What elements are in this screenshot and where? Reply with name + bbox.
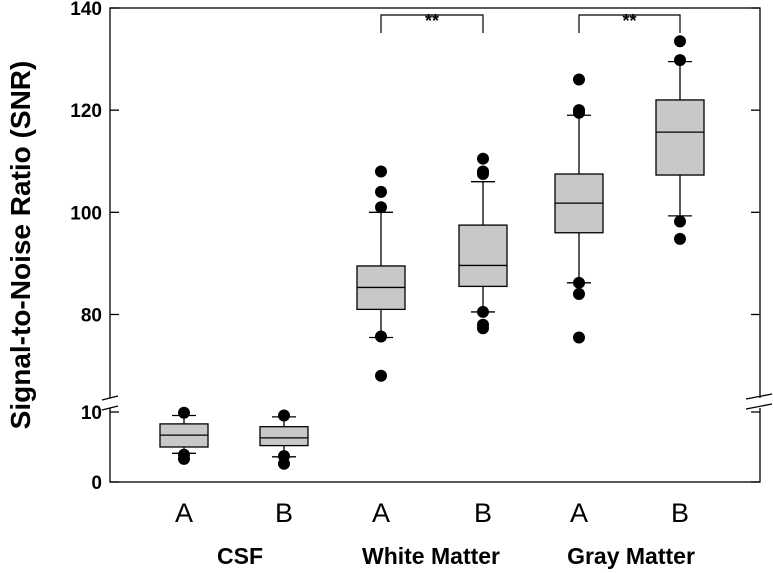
outlier-point <box>674 232 686 245</box>
boxes <box>159 35 705 470</box>
y-tick-label: 10 <box>81 403 102 424</box>
significance-label: ** <box>425 11 439 31</box>
y-tick-label: 0 <box>91 473 102 494</box>
box-iqr <box>259 426 309 447</box>
axis-break-gap-right <box>750 398 770 408</box>
box-csf-a <box>159 406 209 465</box>
significance-brackets: ** ** <box>380 11 681 33</box>
x-category-label: B <box>275 498 293 528</box>
bracket-line <box>578 14 681 33</box>
outlier-point <box>674 215 686 228</box>
axis-break-right <box>745 393 773 410</box>
y-tick-label: 100 <box>70 203 102 224</box>
outlier-point <box>674 35 686 48</box>
bracket-line <box>380 14 484 33</box>
y-tick-label: 140 <box>70 0 102 20</box>
significance-bracket: ** <box>380 11 484 33</box>
significance-label: ** <box>622 11 636 31</box>
outlier-point <box>178 406 190 419</box>
x-category-label: B <box>671 498 689 528</box>
box-csf-b <box>259 409 309 470</box>
outlier-point <box>278 409 290 422</box>
outlier-point <box>573 331 585 344</box>
box-white-matter-a <box>356 165 406 382</box>
outlier-point <box>477 152 489 165</box>
box-gray-matter-a <box>554 73 604 344</box>
y-tick-label: 120 <box>70 101 102 122</box>
box-white-matter-b <box>458 152 508 335</box>
box-gray-matter-b <box>655 35 705 245</box>
outlier-point <box>573 288 585 301</box>
outlier-point <box>375 330 387 343</box>
box-iqr <box>655 99 705 176</box>
x-category-label: A <box>570 498 588 528</box>
x-category-label: B <box>474 498 492 528</box>
outlier-point <box>477 318 489 331</box>
plot-frame <box>109 7 761 483</box>
y-tick-label: 80 <box>81 305 102 326</box>
axis-break-left <box>101 395 119 411</box>
y-axis-label: Signal-to-Noise Ratio (SNR) <box>5 61 36 430</box>
x-category-label: A <box>372 498 390 528</box>
x-category-label: A <box>175 498 193 528</box>
outlier-point <box>573 104 585 117</box>
outlier-point <box>477 305 489 318</box>
outlier-point <box>375 201 387 214</box>
outlier-point <box>278 450 290 463</box>
box-iqr <box>458 224 508 288</box>
y-axis-ticks: 0 10 80 100 120 140 <box>70 0 760 494</box>
outlier-point <box>178 448 190 461</box>
outlier-point <box>573 276 585 289</box>
outlier-point <box>375 165 387 178</box>
outlier-point <box>477 165 489 178</box>
x-group-label: Gray Matter <box>567 543 695 569</box>
outlier-point <box>375 185 387 198</box>
outlier-point <box>674 54 686 67</box>
x-axis-labels: A B CSF A B White Matter A B Gray Matter <box>175 498 695 569</box>
axis-break-gap-left <box>100 398 120 408</box>
significance-bracket: ** <box>578 11 681 33</box>
x-group-label: White Matter <box>362 543 500 569</box>
outlier-point <box>573 73 585 86</box>
outlier-point <box>375 369 387 382</box>
x-group-label: CSF <box>217 543 263 569</box>
